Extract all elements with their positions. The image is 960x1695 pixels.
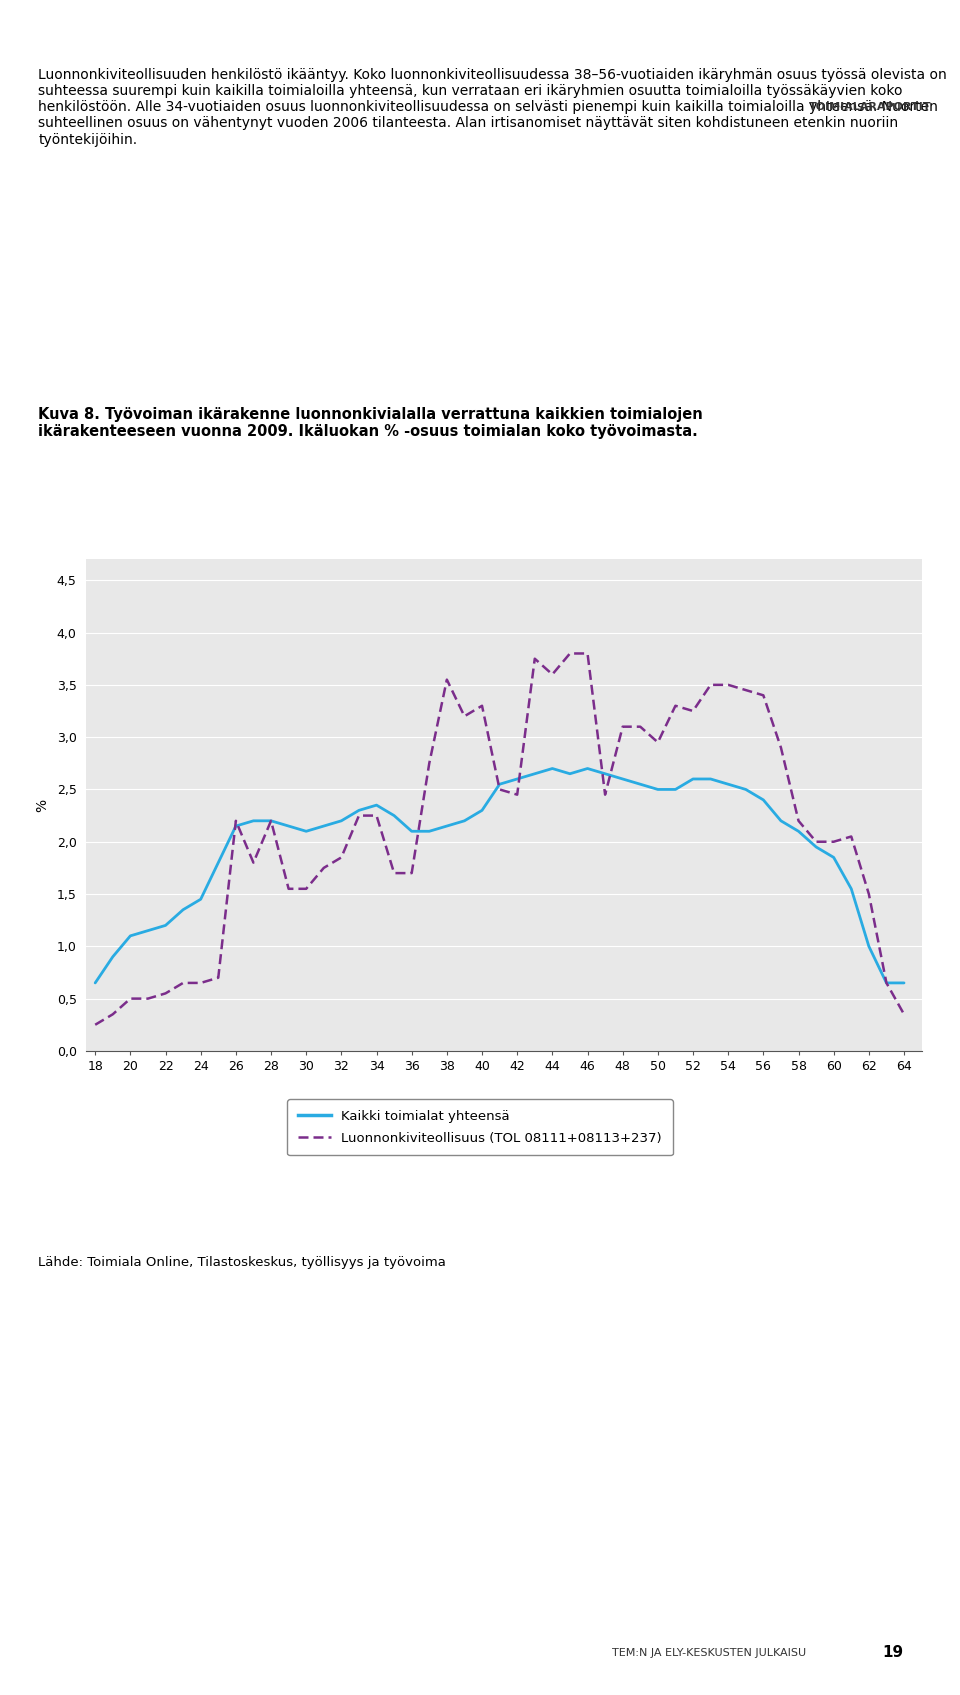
Text: TEM:N JA ELY-KESKUSTEN JULKAISU: TEM:N JA ELY-KESKUSTEN JULKAISU [612, 1648, 806, 1658]
Text: Lähde: Toimiala Online, Tilastoskeskus, työllisyys ja työvoima: Lähde: Toimiala Online, Tilastoskeskus, … [38, 1256, 446, 1270]
Legend: Kaikki toimialat yhteensä, Luonnonkiviteollisuus (TOL 08111+08113+237): Kaikki toimialat yhteensä, Luonnonkivite… [287, 1098, 673, 1156]
Text: Kuva 8. Työvoiman ikärakenne luonnonkivialalla verrattuna kaikkien toimialojen
i: Kuva 8. Työvoiman ikärakenne luonnonkivi… [38, 407, 703, 439]
Text: Luonnonkiviteollisuuden henkilöstö ikääntyy. Koko luonnonkiviteollisuudessa 38–5: Luonnonkiviteollisuuden henkilöstö ikään… [38, 68, 948, 146]
Y-axis label: %: % [36, 798, 50, 812]
Text: 19: 19 [883, 1646, 904, 1659]
Text: TOIMIALARAPORTIT: TOIMIALARAPORTIT [808, 102, 931, 112]
